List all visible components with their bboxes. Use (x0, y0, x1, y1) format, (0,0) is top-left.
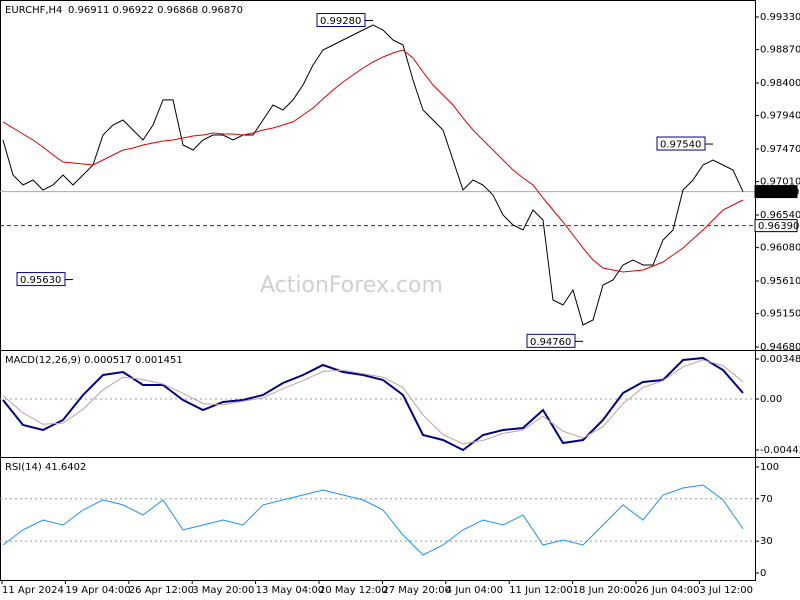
x-tick-label: 11 Apr 2024 (2, 585, 64, 596)
pane-subtitle: 0.96911 0.96922 0.96868 0.96870 (68, 5, 243, 16)
x-tick-label: 26 Jun 04:00 (636, 585, 700, 596)
y-tick-label: 0.98400 (760, 78, 800, 89)
watermark: ActionForex.com (260, 273, 443, 298)
x-tick-label: 27 May 20:00 (382, 585, 451, 596)
annotation-box (656, 136, 706, 151)
y-tick-label: 70 (760, 494, 773, 505)
y-tick-label: 0.98870 (760, 45, 800, 56)
x-tick-label: 3 Jul 12:00 (699, 585, 753, 596)
series-line (2, 484, 744, 556)
annotation-label: 0.99280 (320, 16, 361, 27)
y-tick-label: 0.96080 (760, 243, 800, 254)
annotation-label: 0.94760 (530, 337, 571, 348)
y-tick-label: 0.97010 (760, 177, 800, 188)
x-tick-label: 19 Apr 04:00 (65, 585, 130, 596)
y-tick-label: 0.95610 (760, 276, 800, 287)
pane-title: RSI(14) 41.6402 (5, 462, 86, 473)
x-tick-label: 11 Jun 12:00 (509, 585, 573, 596)
x-tick-label: 4 Jun 04:00 (446, 585, 503, 596)
series-line (2, 359, 744, 445)
annotation-box (526, 333, 576, 348)
annotation-box (316, 13, 366, 28)
pane-title: MACD(12,26,9) 0.000517 0.001451 (5, 355, 183, 366)
y-tick-label: 0.95150 (760, 309, 800, 320)
series-line (2, 24, 744, 326)
x-tick-label: 13 May 04:00 (256, 585, 325, 596)
price-label-box (754, 185, 798, 199)
pane-title: EURCHF,H4 (5, 5, 62, 16)
annotation-box (16, 272, 66, 287)
annotation-label: 0.95630 (20, 275, 61, 286)
y-tick-label: 0.00 (760, 394, 782, 405)
y-tick-label: 0.97940 (760, 111, 800, 122)
y-tick-label: 0 (760, 568, 766, 579)
y-tick-label: 0.94680 (760, 342, 800, 353)
y-tick-label: 0.99330 (760, 12, 800, 23)
y-tick-label: -0.004436 (760, 445, 800, 456)
series-line (2, 49, 744, 273)
x-tick-label: 18 Jun 20:00 (573, 585, 637, 596)
annotation-label: 0.97540 (660, 140, 701, 151)
frame (0, 0, 756, 581)
price-label-box (754, 219, 798, 233)
x-tick-label: 3 May 20:00 (192, 585, 254, 596)
x-tick-label: 20 May 12:00 (319, 585, 388, 596)
x-tick-label: 26 Apr 12:00 (129, 585, 194, 596)
y-tick-label: 100 (760, 462, 779, 473)
y-tick-label: 0.96540 (760, 210, 800, 221)
price-label: 0.96390 (758, 221, 799, 232)
y-tick-label: 0.003481 (760, 354, 800, 365)
y-tick-label: 0.97470 (760, 144, 800, 155)
series-line (2, 356, 744, 452)
price-label: 0.96870 (758, 187, 799, 198)
y-tick-label: 30 (760, 536, 773, 547)
